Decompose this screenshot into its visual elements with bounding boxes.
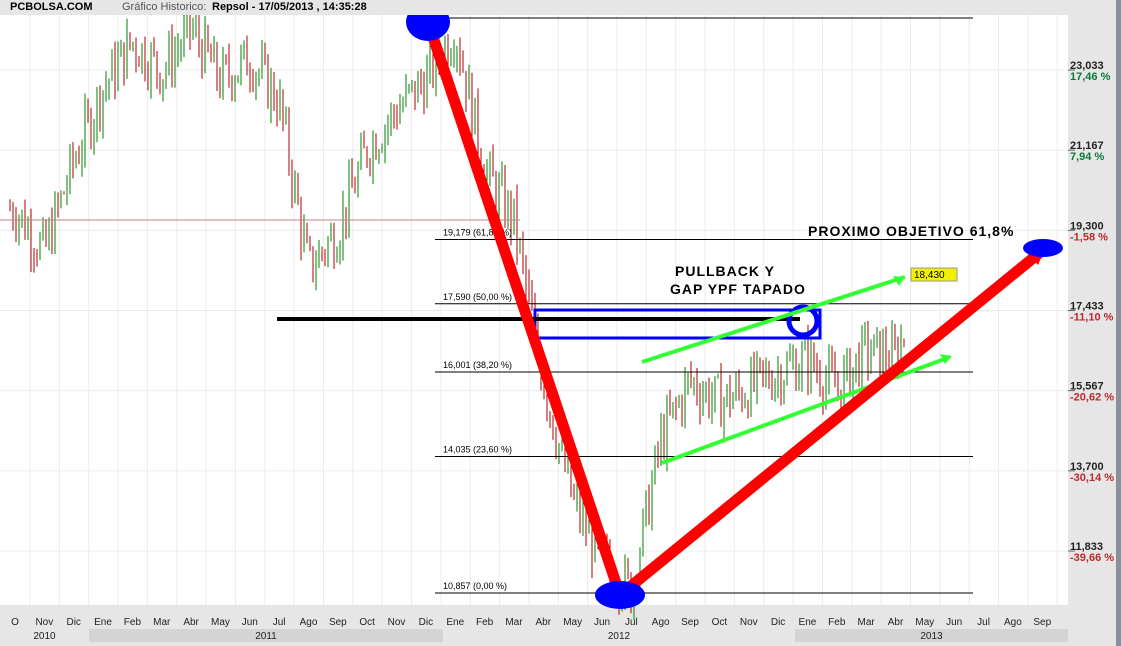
- x-month-label: Nov: [740, 617, 758, 628]
- x-month-label: Jun: [242, 617, 258, 628]
- fib-label: 10,857 (0,00 %): [443, 581, 507, 591]
- x-month-label: Feb: [124, 617, 142, 628]
- y-tick-pct: 17,46 %: [1070, 71, 1111, 83]
- x-month-label: Feb: [828, 617, 846, 628]
- x-month-label: Mar: [505, 617, 523, 628]
- x-year-label: 2012: [608, 631, 631, 642]
- last-price-box: [910, 267, 958, 282]
- x-month-label: Ene: [94, 617, 112, 628]
- x-month-label: Jun: [946, 617, 962, 628]
- x-month-label: Jul: [977, 617, 990, 628]
- x-month-label: Mar: [858, 617, 876, 628]
- x-year-band: [795, 629, 1068, 642]
- y-tick-label: 19,300: [1070, 220, 1104, 232]
- y-tick-pct: -20,62 %: [1070, 392, 1114, 404]
- x-year-band: [443, 629, 795, 642]
- x-month-label: May: [211, 617, 230, 628]
- arrow-head: [940, 354, 952, 364]
- annotation-pullback: PULLBACK Y: [675, 263, 775, 279]
- y-tick-pct: -11,10 %: [1070, 312, 1114, 324]
- channel-upper-line: [641, 275, 906, 364]
- y-tick-label: 21,167: [1070, 140, 1104, 152]
- channel-lower-line: [661, 355, 951, 465]
- y-tick-pct: -1,58 %: [1070, 231, 1108, 243]
- trend-line-down: [422, 20, 626, 597]
- x-month-label: Ago: [1004, 617, 1022, 628]
- bottom-marker: [595, 581, 645, 609]
- x-month-label: Mar: [153, 617, 171, 628]
- site-name: PCBOLSA.COM: [10, 1, 93, 13]
- annotation-target: PROXIMO OBJETIVO 61,8%: [808, 223, 1014, 239]
- x-month-label: Ago: [300, 617, 318, 628]
- y-tick-label: 11,833: [1070, 541, 1103, 553]
- x-month-label: May: [915, 617, 934, 628]
- x-month-label: May: [563, 617, 582, 628]
- y-tick-pct: 7,94 %: [1070, 151, 1104, 163]
- annotation-gap: GAP YPF TAPADO: [670, 281, 806, 297]
- x-month-label: Abr: [888, 617, 904, 628]
- y-tick-label: 23,033: [1070, 60, 1104, 72]
- header-label: Gráfico Historico:: [122, 1, 207, 13]
- x-month-label: Ene: [799, 617, 817, 628]
- x-year-band: [89, 629, 443, 642]
- x-year-label: 2013: [920, 631, 943, 642]
- y-tick-pct: -39,66 %: [1070, 552, 1114, 564]
- x-month-label: Sep: [1033, 617, 1051, 628]
- x-month-label: Ene: [446, 617, 464, 628]
- x-month-label: Nov: [35, 617, 53, 628]
- last-price-label: 18,430: [914, 270, 945, 281]
- right-edge: [1116, 0, 1121, 646]
- x-month-label: Nov: [388, 617, 406, 628]
- x-month-label: Ago: [652, 617, 670, 628]
- x-month-label: Dic: [66, 617, 80, 628]
- y-tick-label: 17,433: [1070, 301, 1104, 313]
- right-axis-panel: [1068, 0, 1121, 646]
- target-marker: [1023, 239, 1063, 257]
- x-month-label: Sep: [329, 617, 347, 628]
- fib-label: 16,001 (38,20 %): [443, 360, 512, 370]
- chart-header: PCBOLSA.COM Gráfico Historico: Repsol - …: [0, 0, 1068, 15]
- x-month-label: O: [11, 617, 19, 628]
- gap-box: [533, 308, 822, 340]
- x-month-label: Jul: [625, 617, 638, 628]
- y-tick-pct: -30,14 %: [1070, 472, 1114, 484]
- x-month-label: Oct: [712, 617, 728, 628]
- arrow-head: [893, 276, 905, 286]
- trend-line-up: [616, 245, 1047, 600]
- pullback-circle: [786, 304, 820, 338]
- x-year-label: 2011: [255, 631, 277, 642]
- y-tick-label: 13,700: [1070, 461, 1104, 473]
- chart-title: Repsol - 17/05/2013 , 14:35:28: [212, 1, 367, 13]
- y-tick-label: 15,567: [1070, 381, 1104, 393]
- x-month-label: Feb: [476, 617, 494, 628]
- x-year-label: 2010: [33, 631, 56, 642]
- fib-label: 14,035 (23,60 %): [443, 444, 512, 454]
- x-month-label: Dic: [771, 617, 785, 628]
- x-year-band: [0, 629, 89, 642]
- x-month-label: Sep: [681, 617, 699, 628]
- x-month-label: Abr: [183, 617, 199, 628]
- x-month-label: Oct: [359, 617, 375, 628]
- x-month-label: Dic: [419, 617, 433, 628]
- x-month-label: Abr: [536, 617, 552, 628]
- fib-label: 19,179 (61,80 %): [443, 228, 512, 238]
- x-month-label: Jul: [273, 617, 286, 628]
- fib-label: 17,590 (50,00 %): [443, 292, 512, 302]
- x-month-label: Jun: [594, 617, 610, 628]
